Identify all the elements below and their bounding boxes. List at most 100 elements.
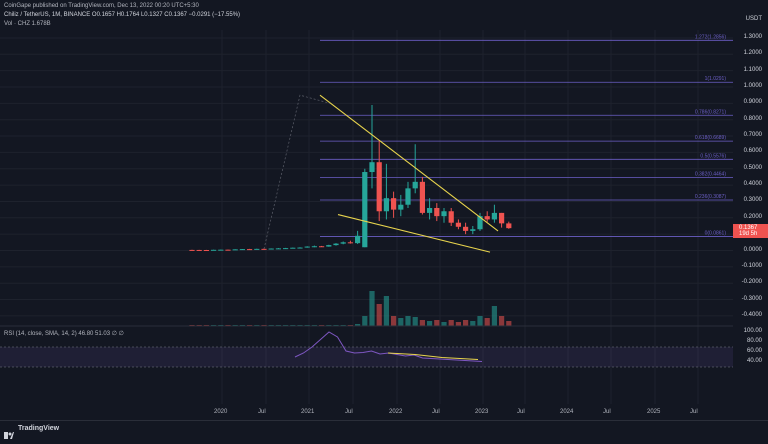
candle-body: [333, 243, 339, 246]
volume-bar: [383, 296, 389, 326]
candle-body: [347, 242, 353, 244]
volume-bar: [405, 316, 411, 326]
candle-body: [326, 245, 332, 247]
fib-level-label: 0.618(0.6689): [695, 135, 726, 141]
price-tick: 1.1000: [743, 66, 762, 73]
time-label: 2020: [214, 409, 228, 415]
rsi-tick: 40.00: [746, 358, 762, 364]
volume-legend[interactable]: Vol · CHZ 1.678B: [4, 21, 51, 27]
volume-bar: [441, 322, 447, 326]
candle-body: [434, 207, 440, 217]
volume-bar: [484, 318, 490, 326]
candle-body: [477, 216, 483, 230]
volume-bar: [419, 320, 425, 326]
fib-level-label: 0.382(0.4464): [695, 172, 726, 178]
rsi-band: [0, 346, 733, 368]
time-label: Jul: [603, 409, 611, 415]
candle-body: [304, 246, 310, 248]
candle-body: [211, 249, 217, 251]
candle-body: [362, 172, 368, 248]
candle-body: [261, 248, 267, 250]
countdown: 19d 5h: [739, 231, 758, 237]
candle-body: [405, 188, 411, 205]
volume-bar: [412, 317, 418, 326]
candle-body: [275, 248, 281, 250]
candle-body: [499, 212, 505, 224]
fib-level-label: 0.5(0.5576): [700, 153, 726, 159]
rsi-tick: 60.00: [746, 348, 762, 354]
rsi-tick: 100.00: [743, 328, 762, 334]
price-tick: -0.2000: [741, 279, 762, 286]
candle-body: [297, 247, 303, 249]
last-price-tag: 0.1367 19d 5h: [733, 224, 768, 238]
time-label: Jul: [690, 409, 698, 415]
falling-wedge: [263, 94, 499, 253]
price-tick: 0.6000: [743, 148, 762, 155]
price-tick: 0.9000: [743, 99, 762, 106]
fib-levels: 1.272(1.2856) 1(1.0291) 0.786(0.8271) 0.618…: [320, 34, 733, 237]
price-tick: 0.2000: [743, 213, 762, 220]
dashed-swing-line: [263, 94, 331, 249]
candle-body: [427, 207, 433, 213]
candle-body: [383, 198, 389, 212]
volume-bar: [499, 316, 505, 326]
price-tick: 0.3000: [743, 197, 762, 204]
tradingview-logo-icon: [4, 426, 14, 439]
candle-body: [189, 249, 195, 251]
price-tick: 0.7000: [743, 132, 762, 139]
price-scale[interactable]: USDT 1.3000 1.2000 1.1000 1.0000 0.9000 0.800…: [733, 0, 768, 412]
candle-body: [506, 223, 512, 229]
time-label: Jul: [345, 409, 353, 415]
rsi-sma-line: [387, 352, 479, 360]
time-label: 2022: [389, 409, 403, 415]
candle-body: [441, 211, 447, 217]
time-label: Jul: [258, 409, 266, 415]
candle-body: [319, 246, 325, 248]
fib-level-label: 0(0.0861): [705, 230, 727, 236]
wedge-lower-line: [337, 213, 491, 253]
candle-body: [398, 204, 404, 210]
volume-bar: [491, 306, 497, 326]
price-tick: -0.4000: [741, 311, 762, 318]
rsi-tick: 80.00: [746, 338, 762, 344]
price-tick: 0.8000: [743, 115, 762, 122]
candle-body: [225, 249, 231, 251]
price-tick: -0.3000: [741, 295, 762, 302]
price-tick: -0.1000: [741, 262, 762, 269]
time-label: 2023: [475, 409, 489, 415]
rsi-lines: [294, 331, 483, 362]
symbol-ohlc-line[interactable]: Chiliz / TetherUS, 1M, BINANCE O0.1657 H…: [4, 12, 241, 18]
volume-bar: [470, 321, 476, 326]
candle-body: [254, 248, 260, 250]
price-tick: 0.0000: [743, 246, 762, 253]
candle-body: [311, 246, 317, 248]
price-tick: 0.5000: [743, 164, 762, 171]
rsi-legend[interactable]: RSI (14, close, SMA, 14, 2) 46.80 51.03 …: [4, 331, 124, 337]
volume-bar: [506, 321, 512, 326]
volume-bar: [448, 320, 454, 326]
candle-body: [340, 242, 346, 244]
candles: [189, 104, 512, 252]
candle-body: [283, 248, 289, 250]
volume-bar: [369, 291, 375, 326]
wedge-upper-line: [319, 94, 499, 232]
volume-bar: [463, 320, 469, 326]
volume-bar: [455, 322, 461, 326]
time-axis[interactable]: 2020 Jul 2021 Jul 2022 Jul 2023 Jul 2024 Jul 2025 J…: [0, 404, 733, 420]
candle-body: [491, 212, 497, 220]
candle-body: [247, 249, 253, 251]
fib-level-label: 0.786(0.8271): [695, 109, 726, 115]
price-chart[interactable]: 1.272(1.2856) 1(1.0291) 0.786(0.8271) 0.618…: [0, 0, 733, 404]
volume-bar: [398, 318, 404, 326]
candle-body: [484, 216, 490, 220]
candle-body: [470, 229, 476, 231]
volume-bar: [434, 320, 440, 326]
volume-bar: [477, 316, 483, 326]
candle-body: [391, 198, 397, 210]
publish-line: CoinGape published on TradingView.com, D…: [4, 3, 199, 9]
candle-body: [369, 162, 375, 173]
candle-body: [412, 181, 418, 189]
time-label: 2024: [560, 409, 574, 415]
time-label: 2025: [647, 409, 661, 415]
volume-bar: [427, 321, 433, 326]
